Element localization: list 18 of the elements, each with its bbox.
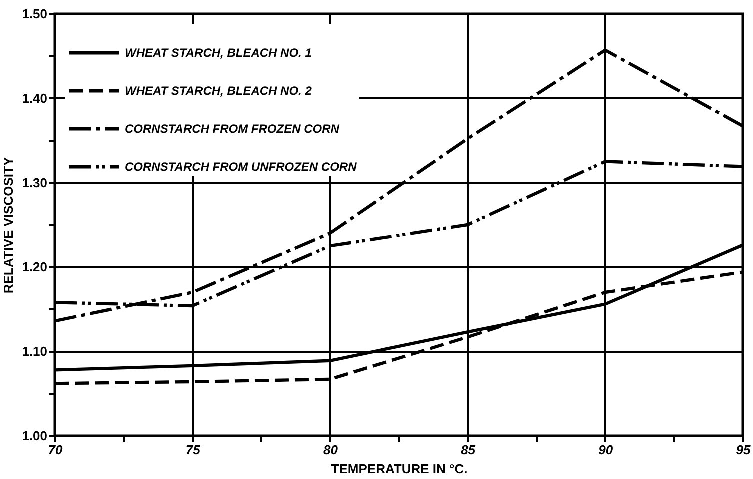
- x-tick-label: 85: [461, 442, 476, 458]
- y-axis-title: RELATIVE VISCOSITY: [1, 157, 16, 294]
- x-tick-label: 90: [598, 442, 614, 458]
- legend-label: WHEAT STARCH, BLEACH NO. 2: [125, 84, 312, 98]
- x-tick-label: 75: [186, 442, 202, 458]
- y-tick-label: 1.50: [22, 6, 48, 22]
- y-tick-label: 1.40: [22, 90, 48, 106]
- x-axis-title: TEMPERATURE IN °C.: [331, 462, 468, 476]
- y-tick-label: 1.30: [22, 175, 48, 190]
- x-tick-label: 70: [48, 442, 64, 458]
- legend-label: WHEAT STARCH, BLEACH NO. 1: [125, 46, 312, 60]
- y-tick-label: 1.00: [22, 428, 48, 444]
- legend-label: CORNSTARCH FROM FROZEN CORN: [125, 122, 340, 136]
- y-tick-label: 1.10: [22, 344, 48, 360]
- x-tick-label: 95: [736, 442, 752, 458]
- x-tick-label: 80: [323, 442, 339, 458]
- y-tick-label: 1.20: [22, 260, 48, 275]
- legend-label: CORNSTARCH FROM UNFROZEN CORN: [125, 160, 358, 174]
